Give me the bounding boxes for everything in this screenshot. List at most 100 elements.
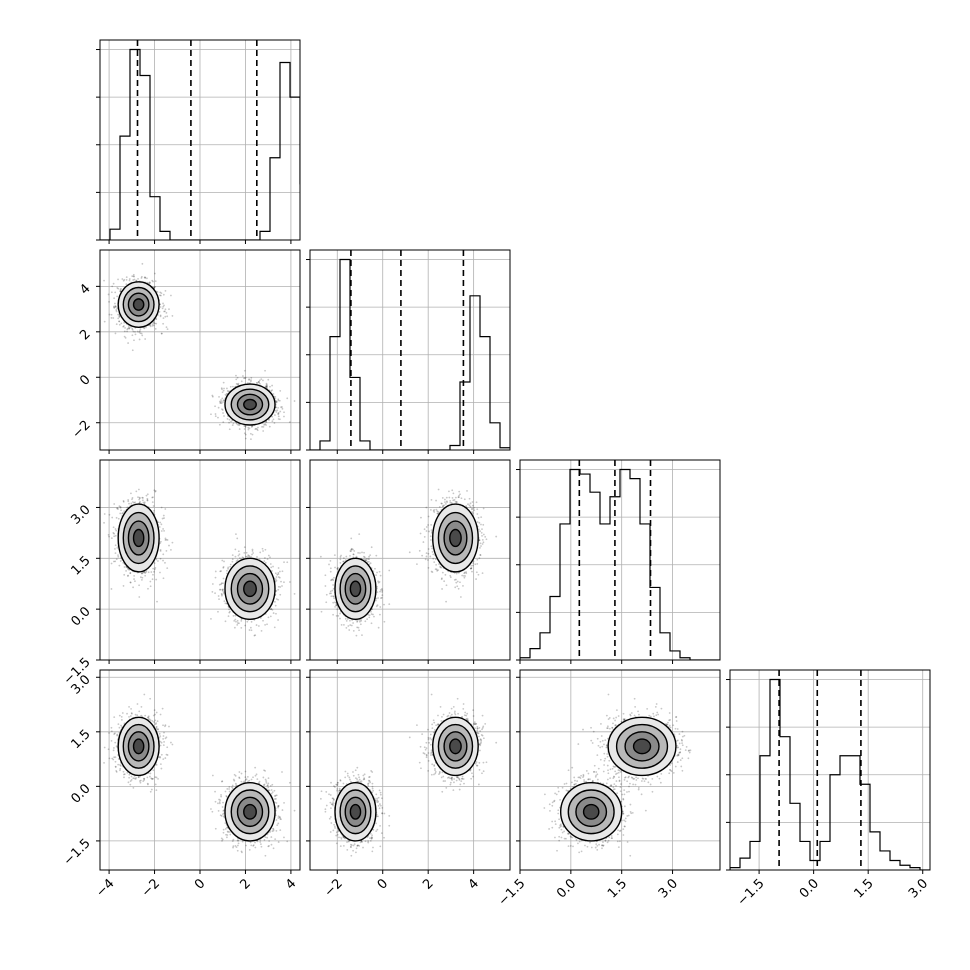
sample-point <box>272 612 275 614</box>
sample-point <box>220 402 223 405</box>
sample-point <box>162 293 165 296</box>
sample-point <box>125 276 128 279</box>
sample-point <box>159 540 162 543</box>
sample-point <box>277 588 280 591</box>
sample-point <box>113 307 116 309</box>
sample-point <box>127 500 130 503</box>
sample-point <box>224 602 227 605</box>
sample-point <box>143 503 146 505</box>
sample-point <box>240 618 243 620</box>
sample-point <box>131 497 134 499</box>
sample-point <box>115 309 118 311</box>
sample-point <box>118 320 121 323</box>
sample-point <box>113 535 116 538</box>
sample-point <box>286 561 289 564</box>
sample-point <box>274 409 277 412</box>
sample-point <box>162 514 165 517</box>
sample-point <box>268 425 271 428</box>
sample-point <box>118 564 121 567</box>
sample-point <box>164 308 167 311</box>
sample-point <box>256 381 259 384</box>
sample-point <box>270 608 273 611</box>
sample-point <box>113 503 116 505</box>
sample-point <box>237 382 240 385</box>
sample-point <box>244 425 247 428</box>
sample-point <box>149 585 152 588</box>
sample-point <box>264 548 267 551</box>
sample-point <box>274 396 277 398</box>
sample-point <box>218 598 220 601</box>
sample-point <box>126 330 128 333</box>
sample-point <box>144 572 147 575</box>
sample-point <box>265 386 268 389</box>
y-tick-label: −2 <box>69 418 93 442</box>
sample-point <box>141 571 144 574</box>
sample-point <box>146 497 149 500</box>
sample-point <box>160 523 163 526</box>
sample-point <box>221 397 224 400</box>
sample-point <box>114 552 117 555</box>
sample-point <box>114 291 117 294</box>
sample-point <box>159 542 162 545</box>
sample-point <box>139 500 141 503</box>
sample-point <box>122 325 125 328</box>
sample-point <box>163 304 165 307</box>
sample-point <box>265 385 268 388</box>
sample-point <box>107 293 110 296</box>
sample-point <box>277 567 280 569</box>
sample-point <box>243 432 246 435</box>
sample-point <box>124 326 126 329</box>
sample-point <box>110 317 113 319</box>
sample-point <box>152 496 154 499</box>
sample-point <box>279 389 282 392</box>
sample-point <box>127 327 130 330</box>
sample-point <box>244 433 247 436</box>
sample-point <box>113 297 116 300</box>
sample-point <box>257 426 259 429</box>
sample-point <box>128 327 131 330</box>
sample-point <box>229 563 232 566</box>
sample-point <box>273 422 276 424</box>
sample-point <box>158 526 161 528</box>
sample-point <box>235 422 238 425</box>
sample-point <box>159 315 162 318</box>
sample-point <box>250 379 252 381</box>
sample-point <box>275 411 278 413</box>
sample-point <box>145 494 148 497</box>
sample-point <box>142 501 145 504</box>
sample-point <box>275 400 278 403</box>
sample-point <box>227 390 230 393</box>
sample-point <box>103 521 105 524</box>
sample-point <box>141 499 144 502</box>
sample-point <box>272 393 275 395</box>
sample-point <box>241 556 244 559</box>
contour-line <box>224 383 276 426</box>
sample-point <box>117 555 120 558</box>
sample-point <box>116 507 119 510</box>
sample-point <box>246 555 249 558</box>
sample-point <box>147 587 149 590</box>
sample-point <box>255 427 258 430</box>
sample-point <box>283 415 285 418</box>
sample-point <box>264 561 267 564</box>
sample-point <box>155 322 158 325</box>
sample-point <box>133 574 136 577</box>
sample-point <box>160 292 163 295</box>
sample-point <box>235 382 238 385</box>
sample-point <box>158 310 161 313</box>
sample-point <box>146 499 149 501</box>
sample-point <box>143 501 146 504</box>
sample-point <box>131 498 133 501</box>
sample-point <box>153 322 156 325</box>
sample-point <box>114 560 117 563</box>
sample-point <box>210 413 212 416</box>
sample-point <box>162 559 164 562</box>
sample-point <box>257 381 260 383</box>
sample-point <box>145 571 147 574</box>
sample-point <box>114 544 117 547</box>
sample-point <box>141 496 144 499</box>
sample-point <box>118 315 121 318</box>
sample-point <box>234 618 237 621</box>
